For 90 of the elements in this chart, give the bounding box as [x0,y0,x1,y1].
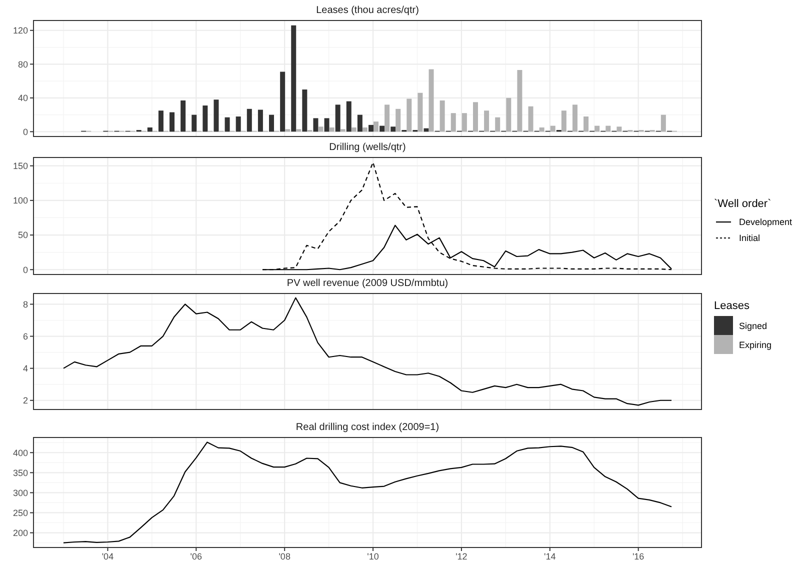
x-tick-label: '10 [367,551,379,562]
y-tick-label: 4 [22,364,28,374]
bar [302,89,308,132]
bar [291,25,296,132]
y-tick-label: 150 [12,161,28,172]
x-tick-label: '06 [190,551,202,562]
bar [329,127,334,132]
legend-label: Expiring [739,340,772,350]
bar [202,106,208,132]
bar [384,104,390,132]
y-tick-label: 200 [12,528,28,538]
bar [335,104,340,132]
bar [428,69,434,132]
y-tick-label: 0 [22,126,28,137]
bar [606,126,611,132]
y-tick-label: 40 [18,93,28,104]
y-tick-label: 80 [18,59,28,70]
y-tick-label: 2 [22,396,28,406]
bar [357,114,362,132]
bar [318,126,324,132]
bar [572,104,578,132]
y-tick-label: 300 [12,488,28,498]
x-tick-label: '16 [632,551,644,562]
bar [550,126,556,132]
bar [296,129,302,132]
chart-title: Leases (thou acres/qtr) [315,4,420,18]
bar [180,100,186,132]
bar [285,129,290,132]
y-tick-label: 100 [12,196,28,206]
y-tick-label: 350 [12,468,28,478]
legend-title: `Well order` [714,198,772,210]
bar [170,112,175,132]
bar [368,124,374,132]
bar [374,122,378,132]
bar [280,72,286,132]
legend-title: Leases [714,300,750,312]
bar [313,118,318,132]
bar [380,126,385,132]
y-tick-label: 250 [12,508,28,518]
line-series [62,442,672,544]
bar [258,110,263,132]
bar [351,127,356,132]
y-tick-label: 6 [22,331,28,342]
bar [495,117,500,132]
bar [616,126,622,132]
chart-title: PV well revenue (2009 USD/mmbtu) [286,277,450,291]
bar [450,113,456,132]
x-tick-label: '08 [278,551,290,562]
x-tick-label: '12 [456,551,468,562]
y-tick-label: 0 [22,264,28,275]
bar [236,116,241,132]
bar [462,113,467,132]
x-tick-label: '04 [102,551,114,562]
bar [406,98,412,132]
bar [147,127,152,132]
bar [506,98,512,132]
bar [158,110,164,132]
chart-title: Drilling (wells/qtr) [328,141,407,155]
bar [362,127,368,132]
bar [594,126,600,132]
bar [396,108,401,132]
bar [484,110,490,132]
y-tick-label: 400 [12,448,28,458]
bar [269,114,274,132]
bar [192,114,197,132]
bar [472,102,478,132]
y-tick-label: 50 [18,230,28,240]
bar [660,114,666,132]
bar [528,106,534,132]
bar [584,116,589,132]
legend-label: Initial [739,233,760,243]
x-tick-label: '14 [544,551,556,562]
bar [390,126,396,132]
bar [246,108,252,132]
chart-title: Real drilling cost index (2009=1) [294,421,440,435]
y-tick-label: 8 [22,299,28,310]
bar [539,127,544,132]
bar [224,117,230,132]
bar [340,129,346,132]
legend-label: Signed [739,320,768,330]
bar [418,92,423,132]
bar [324,118,330,132]
line-series [62,297,672,406]
bar [561,110,566,132]
bar [346,101,352,132]
y-tick-label: 120 [12,26,28,36]
bar [214,100,219,132]
bar [440,100,445,132]
legend-label: Development [739,217,792,227]
bar [517,70,522,132]
